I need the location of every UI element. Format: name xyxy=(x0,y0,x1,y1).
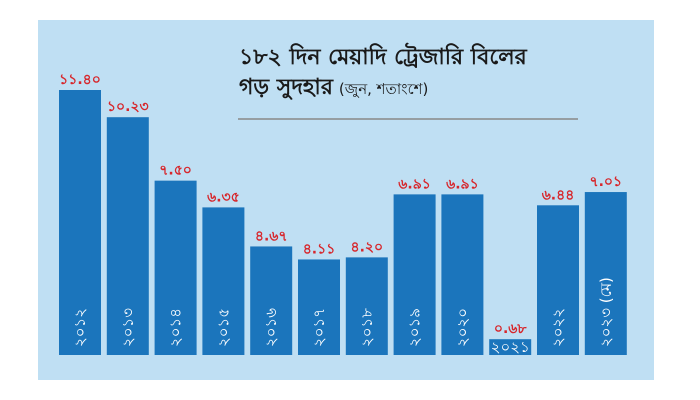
value-label-3: ৭.৫০ xyxy=(159,163,192,179)
bar-6 xyxy=(298,259,340,355)
chart-title-line1: ১৮২ দিন মেয়াদি ট্রেজারি বিলের xyxy=(239,42,528,70)
value-label-6: ৪.১১ xyxy=(303,241,336,257)
category-label-8: ২০১৯ xyxy=(406,308,424,347)
category-label-1: ২০১২ xyxy=(71,308,89,347)
chart-title-line2: গড় সুদহার (জুন, শতাংশে) xyxy=(239,75,428,101)
chart-panel: ১১.৪০ ২০১২ ১০.২৩ ২০১৩ ৭.৫০ ২০১৪ ৬.৩৫ ২০১৫ ৪.৬৭ ২০… xyxy=(38,20,654,380)
bar-1 xyxy=(59,90,101,355)
value-label-10: ০.৬৮ xyxy=(494,321,528,337)
chart-unit: (জুন, শতাংশে) xyxy=(339,80,428,98)
value-label-12: ৭.০১ xyxy=(589,174,622,190)
bar-2 xyxy=(106,117,149,356)
value-label-9: ৬.৯১ xyxy=(446,176,479,192)
bar-10 xyxy=(489,339,532,355)
value-label-2: ১০.২৩ xyxy=(107,99,149,115)
category-label-3: ২০১৪ xyxy=(167,308,185,347)
bar-8 xyxy=(393,194,436,355)
value-label-11: ৬.৪৪ xyxy=(542,187,575,203)
category-label-7: ২০১৮ xyxy=(358,308,376,347)
category-label-6: ২০১৭ xyxy=(310,308,328,347)
bar-5 xyxy=(250,246,293,355)
bar-11 xyxy=(537,205,579,355)
category-label-5: ২০১৬ xyxy=(262,308,280,347)
category-label-4: ২০১৫ xyxy=(214,308,232,347)
value-label-4: ৬.৩৫ xyxy=(207,189,240,205)
category-label-10: ২০২১ xyxy=(491,338,530,356)
bars-group: ১১.৪০ ২০১২ ১০.২৩ ২০১৩ ৭.৫০ ২০১৪ ৬.৩৫ ২০১৫ ৪.৬৭ ২০… xyxy=(59,72,627,356)
category-label-11: ২০২২ xyxy=(549,308,567,347)
category-label-9: ২০২০ xyxy=(453,308,471,347)
value-label-1: ১১.৪০ xyxy=(59,72,101,88)
category-label-2: ২০১৩ xyxy=(119,308,137,347)
value-label-5: ৪.৬৭ xyxy=(255,228,288,244)
bar-3 xyxy=(154,180,197,355)
bar-chart: ১১.৪০ ২০১২ ১০.২৩ ২০১৩ ৭.৫০ ২০১৪ ৬.৩৫ ২০১৫ ৪.৬৭ ২০… xyxy=(38,20,654,380)
bar-12 xyxy=(584,192,627,355)
value-label-8: ৬.৯১ xyxy=(398,176,431,192)
value-label-7: ৪.২০ xyxy=(350,239,383,255)
bar-9 xyxy=(441,194,484,355)
bar-4 xyxy=(202,207,245,355)
chart-title-line2-text: গড় সুদহার xyxy=(239,75,334,101)
bar-7 xyxy=(345,257,388,355)
category-label-12: ২০২৩ (মে) xyxy=(597,277,615,347)
